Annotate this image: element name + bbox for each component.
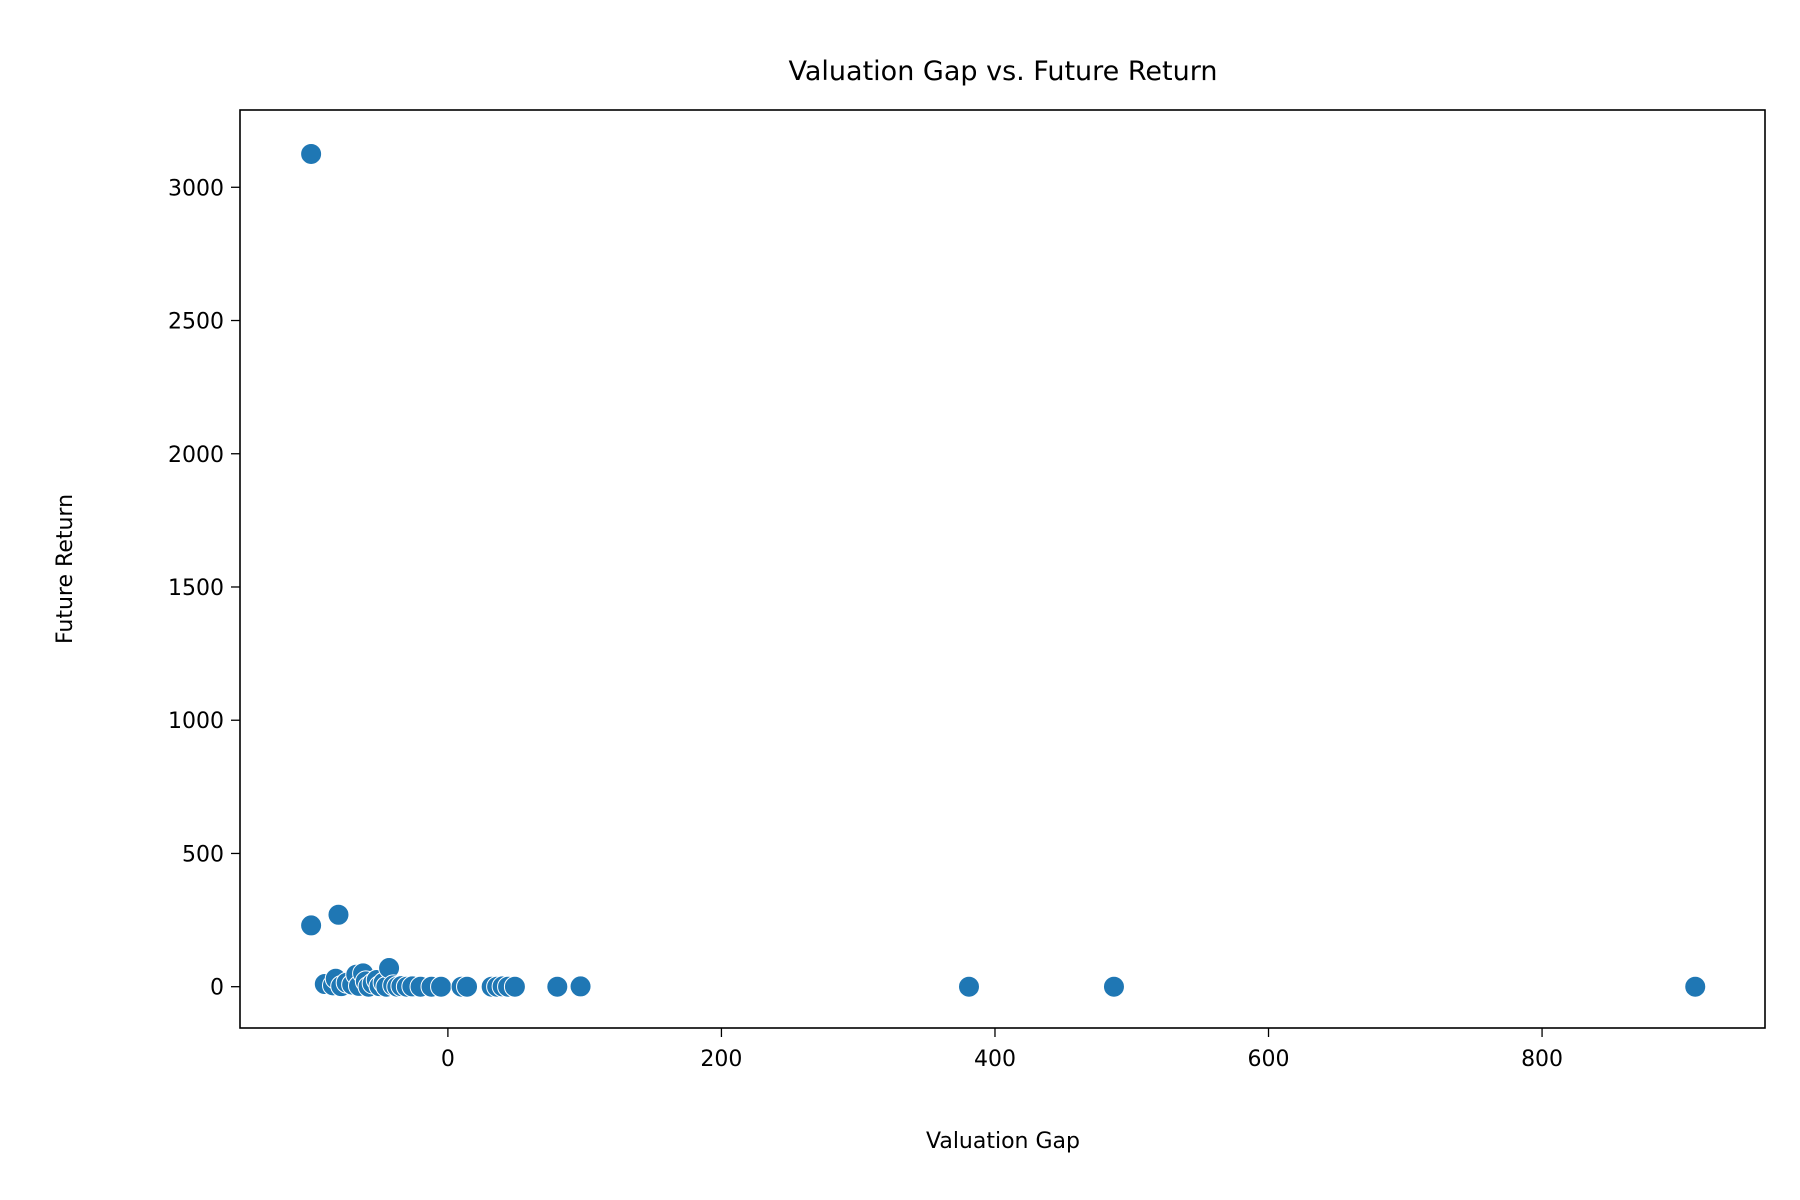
y-tick-label: 1500 — [168, 576, 224, 601]
y-tick-label: 2000 — [168, 443, 224, 468]
x-tick-label: 0 — [441, 1047, 455, 1072]
y-tick-label: 3000 — [168, 176, 224, 201]
x-tick-label: 200 — [700, 1047, 742, 1072]
data-point — [327, 903, 350, 926]
chart-title: Valuation Gap vs. Future Return — [789, 56, 1218, 87]
x-tick-label: 400 — [974, 1047, 1016, 1072]
x-tick-label: 800 — [1521, 1047, 1563, 1072]
data-points — [300, 142, 1707, 998]
data-point — [430, 975, 453, 998]
y-tick-label: 2500 — [168, 310, 224, 335]
y-axis: 0 500 1000 1500 2000 2500 3000 — [168, 176, 240, 1001]
x-axis: 0 200 400 600 800 — [441, 1028, 1563, 1072]
data-point — [1102, 975, 1125, 998]
data-point — [300, 914, 323, 937]
data-point — [1684, 975, 1707, 998]
x-tick-label: 600 — [1248, 1047, 1290, 1072]
y-axis-label: Future Return — [53, 494, 78, 644]
data-point — [546, 975, 569, 998]
data-point — [569, 975, 592, 998]
y-tick-label: 1000 — [168, 709, 224, 734]
x-axis-label: Valuation Gap — [926, 1129, 1080, 1154]
plot-frame — [239, 109, 1766, 1029]
data-point — [456, 975, 479, 998]
y-tick-label: 500 — [182, 842, 224, 867]
data-point — [300, 142, 323, 165]
y-tick-label: 0 — [210, 976, 224, 1001]
data-point — [503, 975, 526, 998]
data-point — [957, 975, 980, 998]
